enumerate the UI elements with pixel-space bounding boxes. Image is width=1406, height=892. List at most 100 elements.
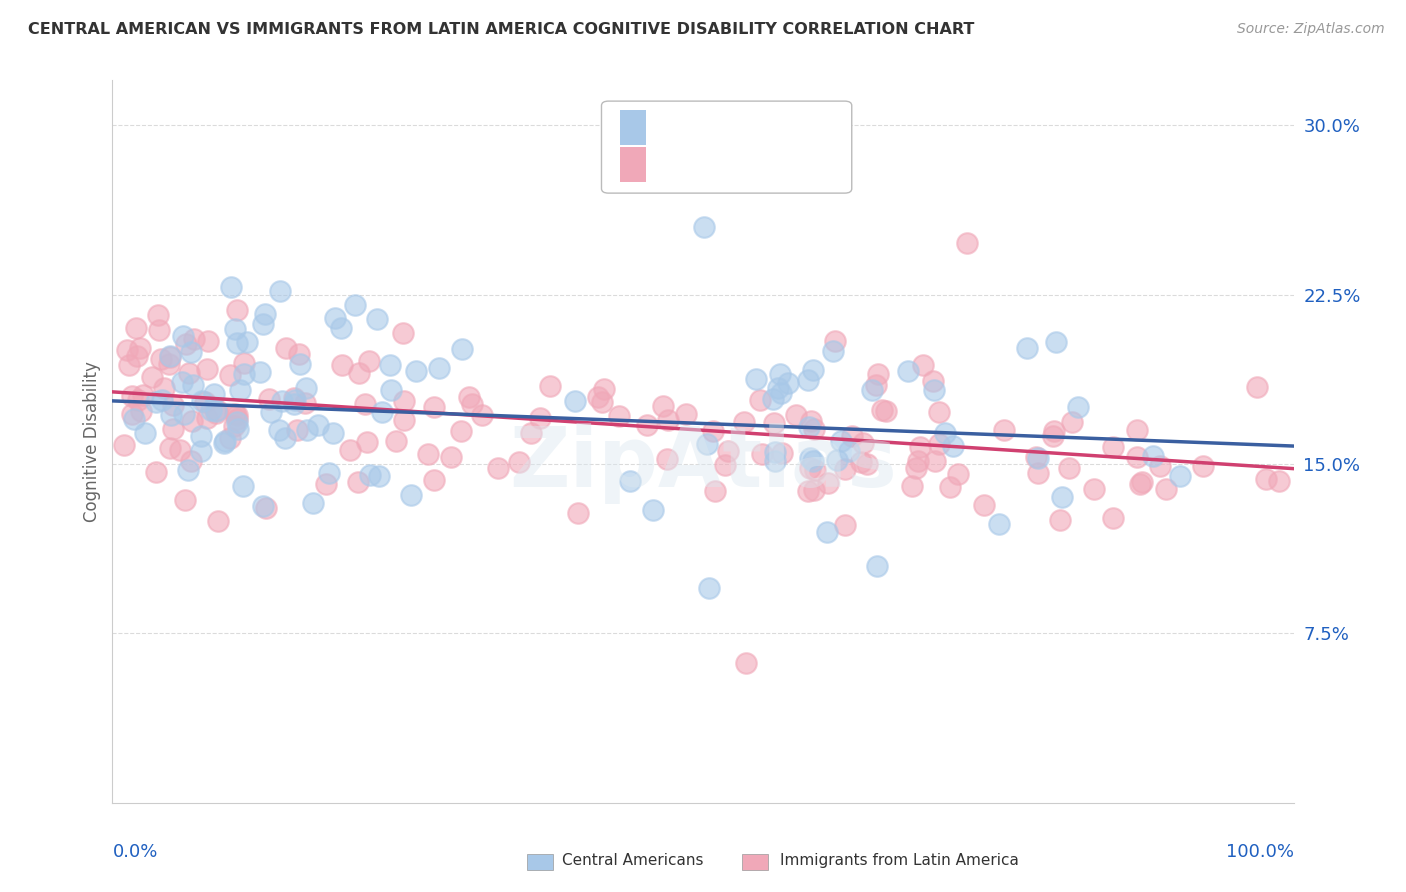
Point [704,483,727,498]
Point [427,361,450,376]
Text: Central Americans: Central Americans [562,854,704,868]
Point [865,378,887,392]
Point [224,407,246,421]
Point [385,434,408,448]
Point [343,298,366,312]
Point [924,454,946,468]
Text: ZipAtlas: ZipAtlas [509,424,897,504]
Point [987,516,1010,531]
Point [124,321,146,335]
Text: 0.0%: 0.0% [112,843,157,861]
Point [132,387,155,401]
Point [181,414,204,428]
Point [349,366,371,380]
Point [942,440,965,454]
Point [1191,459,1213,474]
Point [195,411,218,425]
Point [212,436,235,450]
Point [224,322,246,336]
Point [401,488,423,502]
Point [1246,380,1268,394]
Point [254,307,277,321]
Point [115,343,138,357]
Point [380,383,402,397]
Text: N =: N = [744,156,782,174]
Point [418,447,440,461]
Point [607,409,630,423]
Point [461,397,484,411]
Point [218,368,240,382]
Point [392,326,415,341]
Point [439,450,461,464]
Point [734,656,756,670]
Point [458,390,481,404]
Text: R =: R = [655,119,692,136]
Point [191,394,214,409]
Point [339,442,361,457]
Point [702,424,724,438]
Point [619,475,641,489]
Point [181,378,204,392]
Point [823,344,845,359]
Point [592,382,614,396]
Point [1083,482,1105,496]
Point [174,493,197,508]
Point [800,414,823,428]
Point [177,366,200,380]
Point [801,454,824,468]
Point [643,503,665,517]
Point [378,358,401,372]
Point [657,451,679,466]
Point [1126,450,1149,464]
Point [330,358,353,372]
Point [233,367,256,381]
Point [271,394,294,409]
Point [799,450,821,465]
Point [778,376,800,391]
Point [225,415,247,429]
Point [817,475,839,490]
Point [1101,511,1123,525]
Point [636,417,658,432]
Point [162,422,184,436]
Point [297,424,319,438]
Text: -0.173: -0.173 [689,119,748,136]
Point [141,369,163,384]
Point [912,358,935,372]
Point [260,405,283,419]
Point [159,350,181,364]
Point [172,329,194,343]
Point [769,367,792,381]
Point [267,423,290,437]
Point [875,404,897,418]
Point [301,496,323,510]
Point [928,405,950,419]
Point [159,349,181,363]
Point [205,403,228,417]
Point [121,389,143,403]
Point [1129,477,1152,491]
Point [766,381,789,395]
Point [675,407,697,421]
Point [226,412,249,426]
Point [803,422,825,436]
Point [353,397,375,411]
Point [529,410,551,425]
Point [825,453,848,467]
Point [371,405,394,419]
Point [200,403,222,417]
Point [285,423,308,437]
Point [194,395,217,409]
Point [112,438,135,452]
Point [908,440,931,454]
Point [207,514,229,528]
Point [471,408,494,422]
Point [928,437,950,451]
Point [956,235,979,250]
Point [423,474,446,488]
Point [830,434,852,448]
Point [799,460,821,475]
Point [197,334,219,349]
Point [322,426,344,441]
Text: 98: 98 [778,119,800,136]
